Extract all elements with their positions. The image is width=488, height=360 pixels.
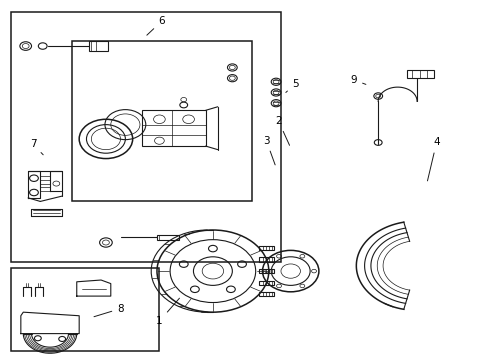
Text: 1: 1 — [156, 298, 179, 326]
Text: 3: 3 — [263, 136, 275, 165]
Text: 6: 6 — [146, 16, 165, 35]
Bar — [89, 41, 108, 51]
Bar — [11, 267, 159, 351]
Bar — [259, 280, 273, 285]
Bar — [259, 246, 273, 250]
Bar — [259, 292, 273, 296]
Text: 2: 2 — [275, 116, 289, 145]
Bar — [72, 41, 251, 202]
Bar — [407, 70, 433, 78]
Bar — [11, 12, 281, 262]
Bar — [157, 235, 179, 240]
Text: 4: 4 — [427, 138, 439, 181]
Text: 5: 5 — [285, 78, 298, 93]
Text: 8: 8 — [94, 303, 123, 317]
Bar — [142, 111, 205, 146]
Bar — [259, 257, 273, 262]
Bar — [259, 269, 273, 273]
Text: 7: 7 — [30, 139, 43, 155]
Text: 9: 9 — [350, 75, 365, 85]
